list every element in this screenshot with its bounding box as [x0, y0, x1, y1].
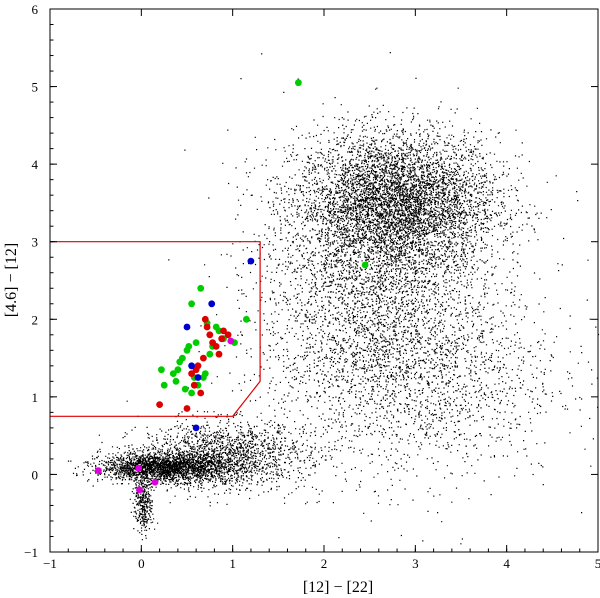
data-point — [190, 381, 198, 389]
data-point — [183, 323, 191, 331]
data-point — [185, 343, 193, 350]
y-axis-label: [4.6] − [12] — [3, 243, 20, 317]
data-point — [201, 315, 209, 323]
data-point — [197, 284, 205, 292]
data-point — [156, 401, 164, 408]
data-point — [206, 350, 214, 358]
selection-box — [50, 241, 261, 417]
y-tick-label: 0 — [32, 467, 39, 482]
x-tick-label: 4 — [503, 556, 510, 571]
y-tick-label: 2 — [32, 312, 39, 327]
data-point — [135, 464, 143, 472]
selection-box-outline — [50, 241, 261, 417]
data-point — [174, 366, 182, 374]
data-point — [160, 381, 168, 389]
x-tick-label: 1 — [229, 556, 236, 571]
data-point — [192, 366, 200, 374]
y-tick-label: 5 — [32, 80, 39, 95]
y-tick-label: 1 — [32, 390, 39, 405]
axes — [49, 8, 599, 553]
data-point — [212, 323, 220, 331]
data-point — [361, 261, 369, 269]
x-tick-label: 2 — [321, 556, 328, 571]
data-point — [181, 385, 189, 393]
data-point — [172, 377, 180, 385]
y-tick-label: 4 — [32, 157, 39, 172]
data-point — [212, 343, 220, 350]
data-point — [206, 331, 214, 339]
y-tick-label: 6 — [32, 2, 39, 17]
data-point — [227, 337, 235, 345]
data-point — [243, 315, 250, 323]
y-tick-label: −1 — [24, 545, 38, 560]
data-point — [220, 327, 227, 335]
x-tick-label: 5 — [595, 556, 600, 571]
data-point — [192, 339, 200, 346]
data-point — [188, 389, 196, 397]
data-point — [194, 374, 202, 381]
data-point — [201, 370, 209, 377]
data-point — [224, 331, 232, 339]
x-axis-label: [12] − [22] — [303, 579, 373, 596]
data-point — [215, 350, 223, 358]
data-point — [136, 486, 143, 494]
y-tick-label: 3 — [32, 235, 39, 250]
highlighted-points — [95, 79, 369, 494]
data-point — [200, 354, 207, 362]
data-point — [218, 335, 226, 343]
data-point — [203, 323, 211, 331]
x-tick-label: 0 — [138, 556, 145, 571]
x-tick-label: −1 — [43, 556, 57, 571]
data-point — [183, 405, 191, 412]
data-point — [188, 300, 196, 308]
x-tick-label: 3 — [412, 556, 419, 571]
data-point — [176, 358, 184, 366]
data-point — [95, 467, 102, 474]
data-point — [169, 370, 177, 377]
data-point — [192, 424, 200, 432]
data-point — [151, 478, 159, 486]
data-point — [197, 389, 205, 397]
data-point — [247, 257, 255, 265]
data-point — [295, 79, 302, 87]
data-point — [188, 362, 196, 370]
data-point — [188, 370, 196, 377]
data-point — [208, 300, 216, 308]
tick-labels: −1 0 1 2 3 4 5 −1 0 1 2 3 4 5 6 — [24, 2, 600, 571]
data-point — [158, 366, 165, 374]
